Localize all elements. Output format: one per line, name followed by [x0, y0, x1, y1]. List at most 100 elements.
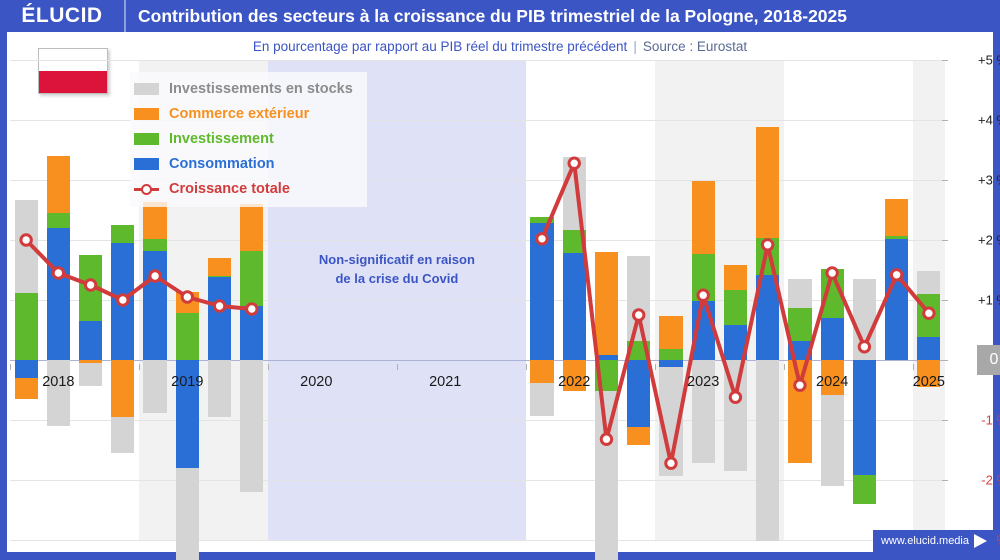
subtitle-separator: | [633, 38, 637, 54]
bar-segment-consumption[interactable] [723, 325, 748, 360]
bar-segment-consumption[interactable] [46, 228, 70, 360]
bar-segment-trade[interactable] [175, 292, 199, 314]
bar-segment-investment[interactable] [691, 254, 715, 302]
bar-segment-investment[interactable] [788, 307, 812, 341]
bar-segment-trade[interactable] [240, 204, 264, 251]
x-axis-label-2023: 2023 [687, 374, 720, 390]
bar-segment-stocks[interactable] [143, 360, 167, 413]
bar-segment-stocks[interactable] [240, 360, 264, 492]
bar-segment-stocks[interactable] [111, 417, 135, 453]
bar-segment-stocks[interactable] [756, 360, 780, 542]
bar-segment-stocks[interactable] [175, 468, 199, 560]
bar-segment-investment[interactable] [885, 235, 909, 239]
brand-logo: ÉLUCID [0, 0, 126, 32]
bar-segment-investment[interactable] [46, 213, 70, 228]
x-axis-tick [267, 364, 269, 370]
bar-segment-consumption[interactable] [627, 360, 651, 428]
bar-segment-stocks[interactable] [14, 199, 38, 293]
y-axis-label: +4 % [978, 112, 1000, 128]
bar-segment-consumption[interactable] [562, 253, 586, 360]
bar-segment-investment[interactable] [207, 276, 232, 278]
bar-segment-stocks[interactable] [917, 271, 941, 294]
bar-segment-trade[interactable] [207, 258, 232, 276]
bar-segment-consumption[interactable] [143, 250, 167, 360]
bar-segment-consumption[interactable] [659, 360, 683, 368]
bar-segment-trade[interactable] [143, 201, 167, 239]
bar-segment-consumption[interactable] [788, 340, 812, 360]
x-axis-label-2025: 2025 [912, 374, 946, 390]
bar-segment-trade[interactable] [111, 360, 135, 417]
bar-segment-consumption[interactable] [820, 318, 844, 360]
bar-segment-consumption[interactable] [530, 223, 554, 360]
x-axis-tick [10, 364, 11, 370]
bar-segment-investment[interactable] [78, 255, 103, 321]
bar-segment-stocks[interactable] [659, 367, 683, 477]
bar-segment-stocks[interactable] [530, 382, 554, 416]
bar-segment-investment[interactable] [562, 230, 586, 254]
bar-segment-investment[interactable] [175, 313, 199, 360]
bar-segment-consumption[interactable] [885, 238, 909, 360]
bar-segment-investment[interactable] [723, 290, 748, 326]
bar-segment-consumption[interactable] [240, 306, 264, 360]
bar-segment-consumption[interactable] [175, 360, 199, 468]
bar-segment-trade[interactable] [627, 427, 651, 446]
gridline [10, 120, 945, 121]
bar-segment-investment[interactable] [143, 238, 167, 251]
bar-segment-trade[interactable] [530, 360, 554, 383]
bar-segment-trade[interactable] [756, 126, 780, 238]
x-axis-label-2021: 2021 [429, 374, 462, 390]
bar-segment-investment[interactable] [14, 292, 38, 360]
bar-segment-consumption[interactable] [111, 243, 135, 360]
bar-segment-investment[interactable] [111, 225, 135, 243]
bar-segment-consumption[interactable] [14, 360, 38, 378]
bar-segment-consumption[interactable] [917, 337, 941, 360]
bar-segment-consumption[interactable] [78, 321, 103, 360]
bar-segment-investment[interactable] [917, 294, 941, 338]
bar-segment-trade[interactable] [788, 360, 812, 464]
x-axis-label-2018: 2018 [42, 374, 75, 390]
bar-segment-stocks[interactable] [627, 255, 651, 341]
bar-segment-trade[interactable] [723, 265, 748, 291]
bar-segment-consumption[interactable] [852, 360, 876, 476]
bar-segment-stocks[interactable] [562, 157, 586, 231]
bar-segment-investment[interactable] [240, 250, 264, 306]
page-subtitle-bar: En pourcentage par rapport au PIB réel d… [0, 32, 1000, 60]
watermark: www.elucid.media [872, 530, 993, 552]
frame-edge-left [0, 32, 7, 560]
legend-item-investment[interactable]: Investissement [134, 126, 353, 151]
legend-item-consumption[interactable]: Consommation [134, 151, 353, 176]
bar-segment-stocks[interactable] [207, 360, 232, 417]
bar-segment-investment[interactable] [820, 268, 844, 318]
bar-segment-stocks[interactable] [46, 360, 70, 426]
bar-segment-stocks[interactable] [78, 363, 103, 386]
y-axis-label: +5 % [978, 52, 1000, 68]
bar-segment-trade[interactable] [659, 316, 683, 350]
gridline [10, 540, 945, 541]
bar-segment-stocks[interactable] [852, 279, 876, 360]
covid-annotation-line-2: de la crise du Covid [335, 271, 459, 286]
legend-item-total[interactable]: Croissance totale [134, 176, 353, 201]
bar-segment-stocks[interactable] [788, 279, 812, 308]
bar-segment-investment[interactable] [852, 475, 876, 504]
bar-segment-investment[interactable] [659, 349, 683, 360]
bar-segment-trade[interactable] [46, 156, 70, 213]
bar-segment-consumption[interactable] [691, 301, 715, 360]
legend-item-trade[interactable]: Commerce extérieur [134, 101, 353, 126]
legend-item-stocks[interactable]: Investissements en stocks [134, 76, 353, 101]
legend-swatch-stocks-icon [134, 82, 159, 95]
bar-segment-stocks[interactable] [820, 394, 844, 486]
x-axis-label-2022: 2022 [558, 374, 591, 390]
bar-segment-consumption[interactable] [756, 274, 780, 360]
bar-segment-trade[interactable] [78, 360, 103, 363]
bar-segment-investment[interactable] [594, 360, 619, 392]
bar-segment-trade[interactable] [594, 252, 619, 356]
bar-segment-investment[interactable] [530, 217, 554, 224]
bar-segment-stocks[interactable] [594, 391, 619, 560]
bar-segment-investment[interactable] [627, 340, 651, 360]
bar-segment-trade[interactable] [691, 181, 715, 255]
bar-segment-investment[interactable] [756, 237, 780, 275]
bar-segment-trade[interactable] [14, 378, 38, 399]
bar-segment-consumption[interactable] [207, 277, 232, 360]
bar-segment-stocks[interactable] [723, 360, 748, 471]
bar-segment-trade[interactable] [885, 198, 909, 236]
